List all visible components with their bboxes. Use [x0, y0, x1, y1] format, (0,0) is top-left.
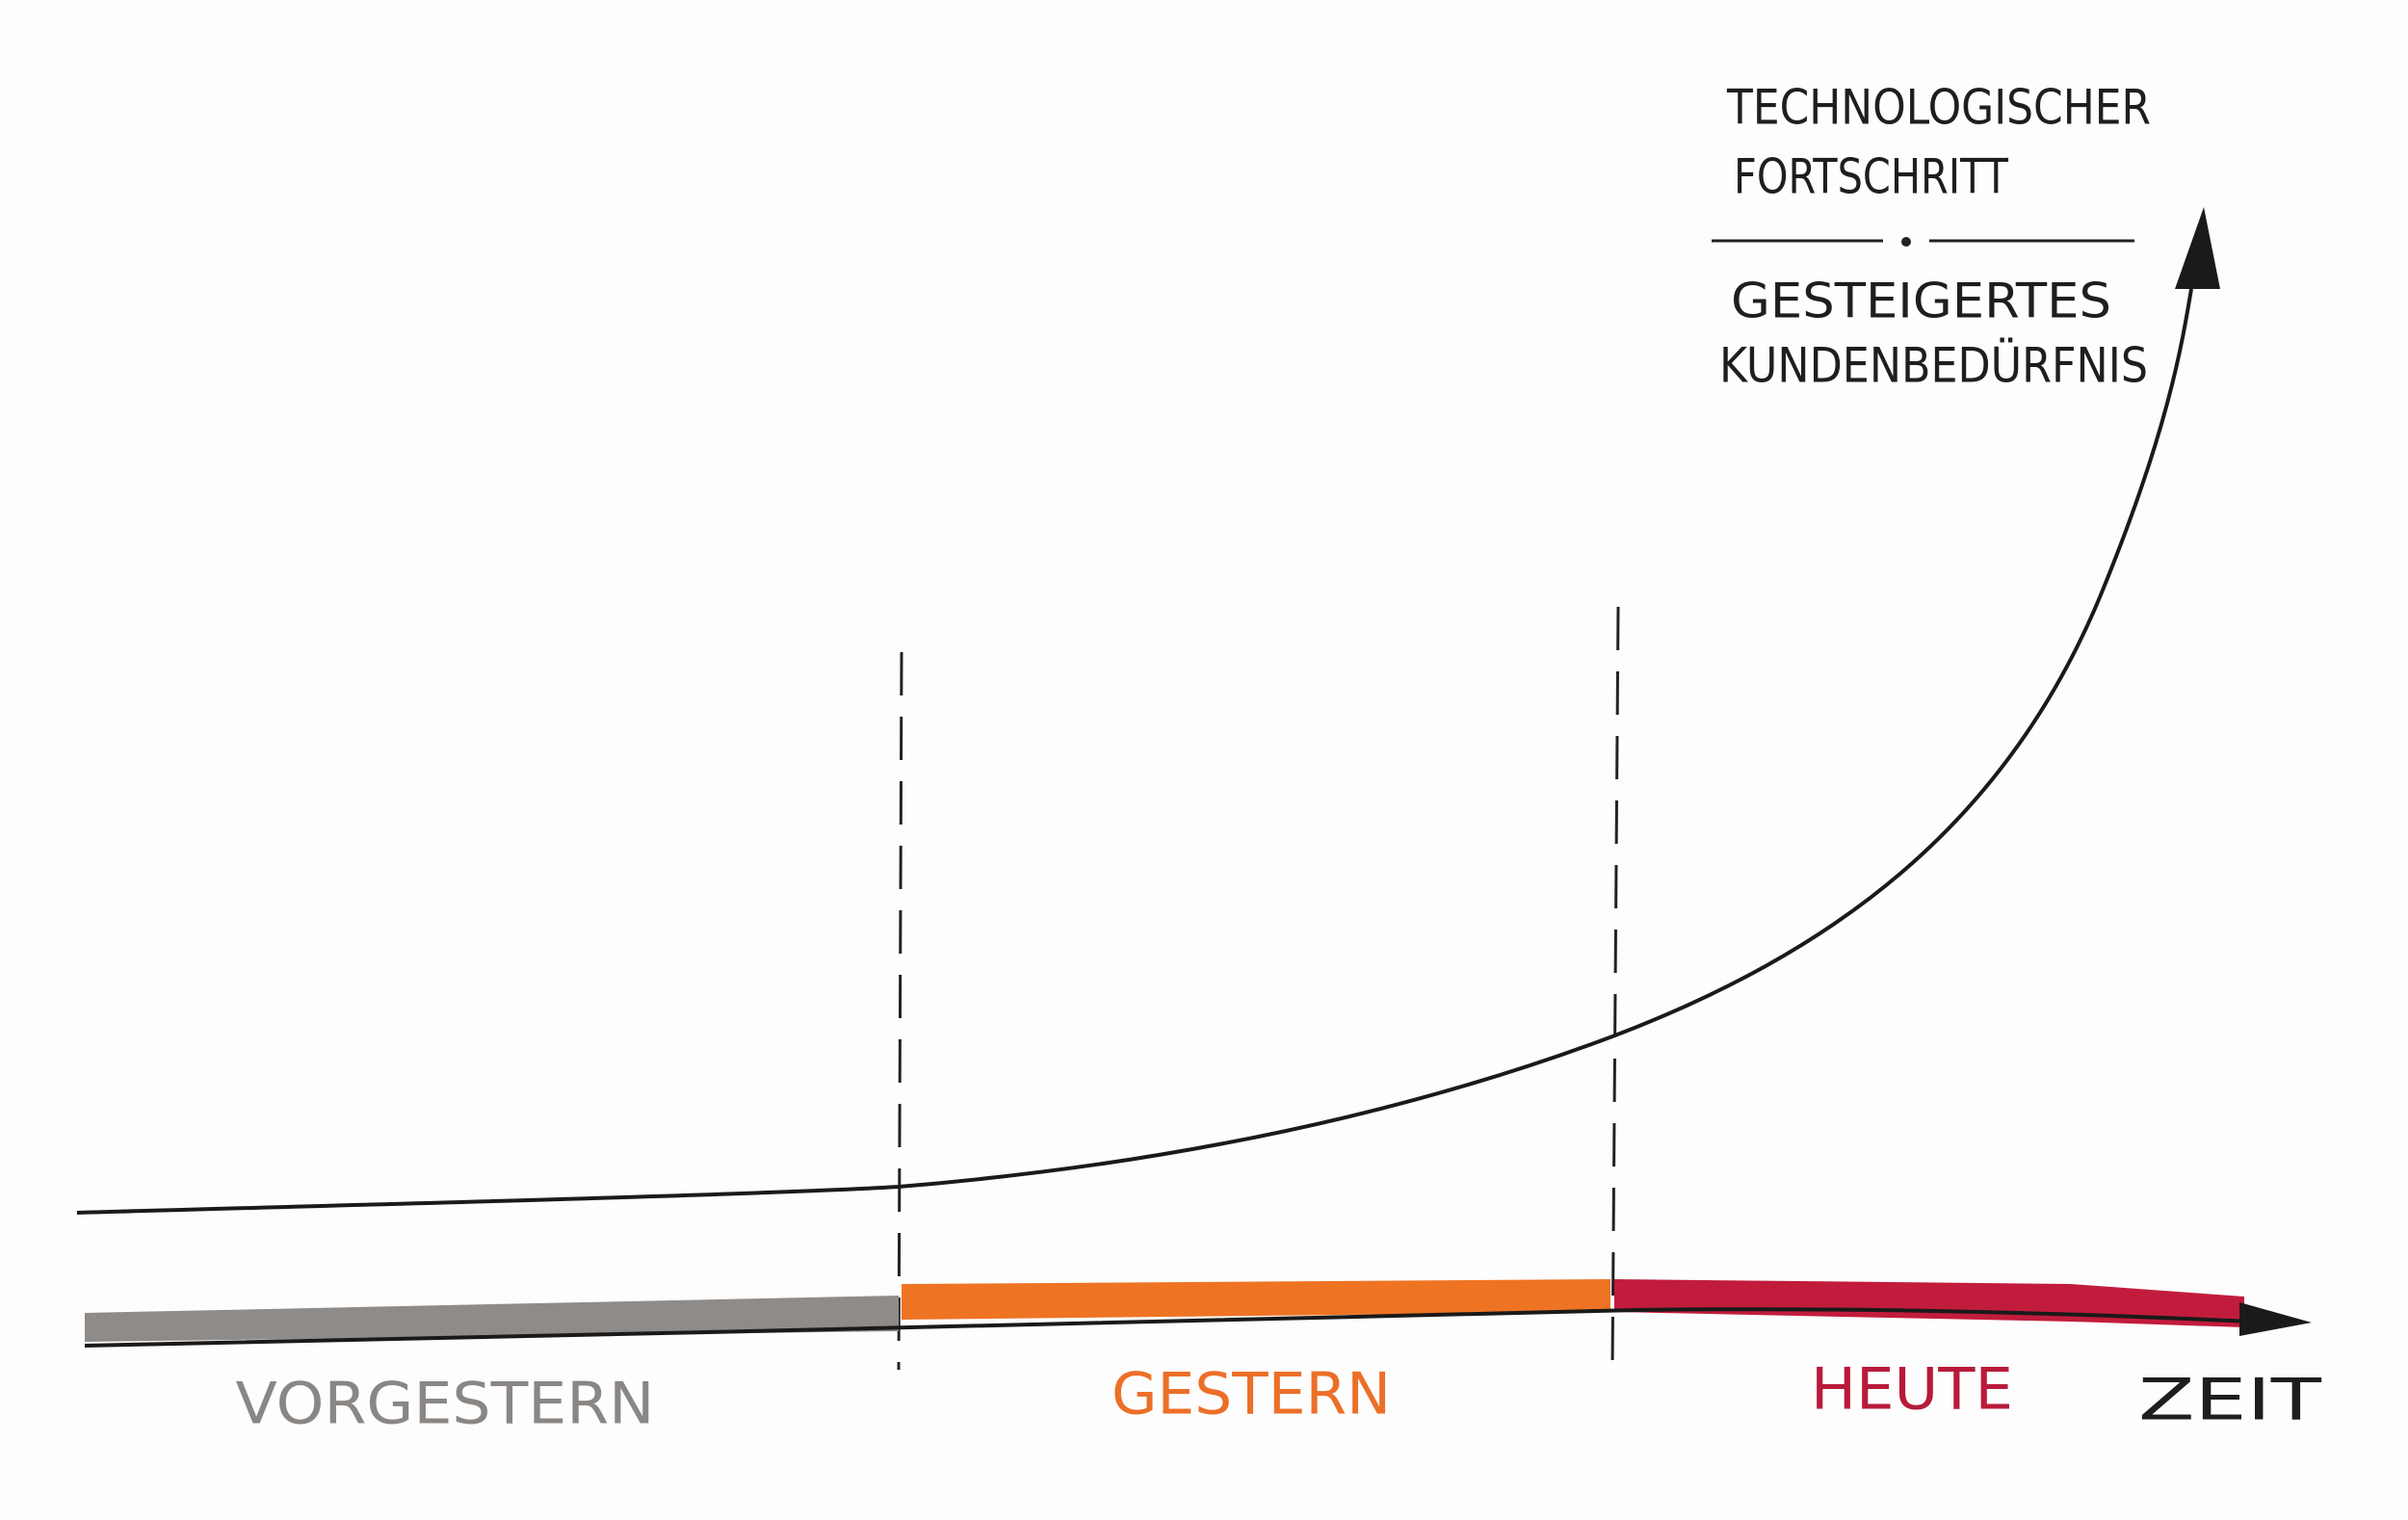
band-vorgestern: [85, 1296, 899, 1342]
period-label: VORGESTERN: [236, 1371, 655, 1438]
axis-arrowhead: [2239, 1302, 2312, 1336]
fraction-dot: [1901, 237, 1911, 247]
band-gestern: [902, 1279, 1610, 1320]
annotation-line: KUNDENBEDÜRFNIS: [1719, 338, 2148, 394]
separator: [897, 651, 903, 1371]
curve-arrowhead: [2175, 207, 2220, 289]
period-label: GESTERN: [1112, 1361, 1391, 1428]
time-axis: [84, 1307, 2274, 1348]
annotation-line: GESTEIGERTES: [1731, 274, 2111, 329]
axis-label: ZEIT: [2138, 1367, 2321, 1434]
annotation-line: TECHNOLOGISCHER: [1726, 80, 2151, 136]
period-label: HEUTE: [1811, 1356, 2013, 1424]
annotation-line: FORTSCHRITT: [1734, 149, 2008, 205]
growth-curve: [76, 288, 2193, 1215]
